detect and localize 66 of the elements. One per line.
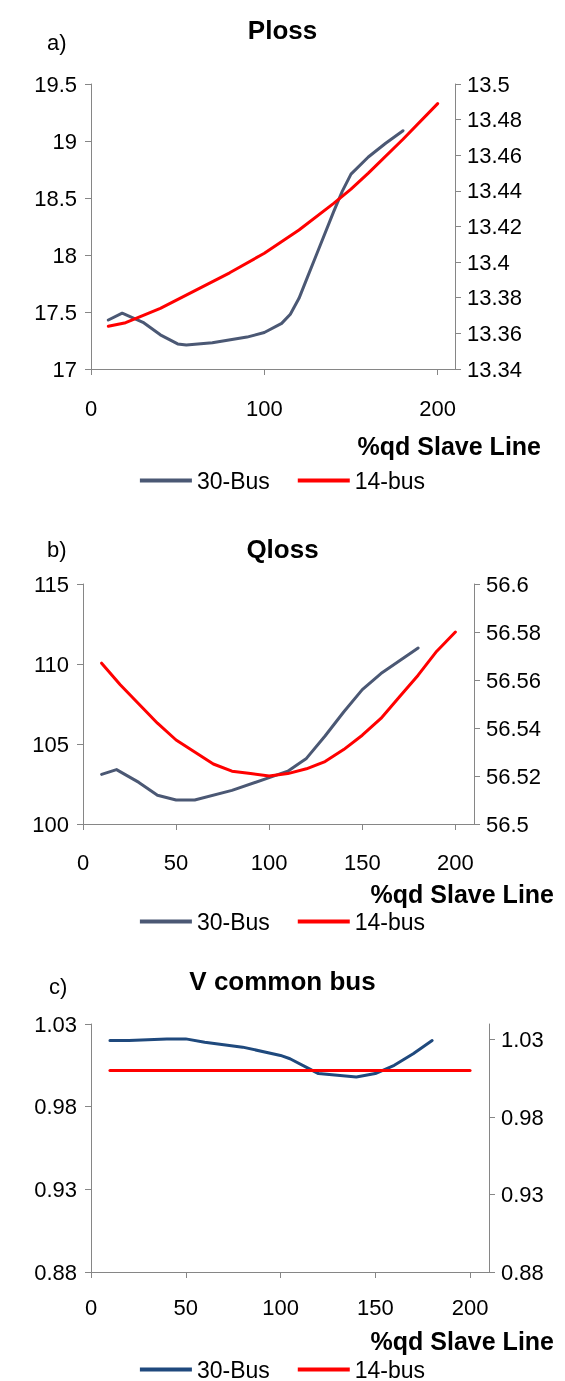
y-tick-label: 105	[32, 731, 69, 757]
x-tick-label: 0	[84, 1294, 98, 1320]
y2-tick-label: 56.54	[486, 715, 542, 741]
x-tick-label: 50	[173, 1294, 198, 1320]
y2-tick-label: 56.56	[486, 667, 542, 693]
y-tick-label: 17	[52, 356, 77, 382]
y2-tick-label: 13.48	[467, 107, 523, 133]
y2-tick-label: 13.42	[467, 214, 523, 239]
y-tick-label: 18.5	[34, 185, 77, 211]
line-series	[106, 102, 440, 328]
chart-title: Ploss	[247, 15, 318, 45]
x-tick-label: 100	[262, 1294, 299, 1320]
y2-tick-label: 13.4	[467, 249, 510, 275]
text: b)	[47, 536, 67, 562]
x-axis-title: %qd Slave Line	[370, 1326, 555, 1355]
x-tick-label: 200	[451, 1294, 489, 1320]
y2-tick-label: 0.88	[501, 1259, 544, 1285]
y-tick-label: 0.88	[34, 1259, 77, 1285]
y-tick-label: 19	[52, 128, 77, 154]
line-series	[106, 129, 405, 347]
y2-tick-label: 13.38	[467, 285, 523, 311]
y2-tick-label: 13.46	[467, 142, 523, 168]
y2-tick-label: 1.03	[501, 1027, 544, 1052]
legend-label: 14-bus	[354, 467, 426, 494]
chart-title: V common bus	[189, 966, 376, 996]
y2-tick-label: 13.36	[467, 320, 523, 346]
y-tick-label: 0.93	[34, 1176, 77, 1202]
y2-tick-label: 13.34	[467, 356, 523, 382]
y-tick-label: 100	[32, 811, 69, 837]
x-tick-label: 100	[250, 849, 288, 875]
x-tick-label: 150	[343, 849, 381, 875]
y-tick-label: 17.5	[34, 299, 77, 325]
x-axis-title: %qd Slave Line	[370, 879, 555, 908]
legend-label: 30-Bus	[196, 1356, 270, 1381]
text: a)	[47, 29, 67, 55]
y2-tick-label: 0.98	[501, 1104, 544, 1130]
y-tick-label: 1.03	[34, 1011, 77, 1037]
text: c)	[49, 973, 68, 999]
line-series	[100, 646, 420, 802]
y2-tick-label: 56.58	[486, 619, 542, 645]
y-tick-label: 0.98	[34, 1094, 77, 1120]
y-tick-label: 19.5	[34, 71, 77, 97]
y-tick-label: 110	[33, 651, 69, 677]
x-tick-label: 0	[76, 849, 90, 875]
y-tick-label: 115	[33, 571, 69, 597]
y-tick-label: 18	[52, 242, 77, 268]
y2-tick-label: 0.93	[501, 1182, 544, 1207]
x-tick-label: 50	[163, 849, 189, 875]
line-series	[100, 630, 457, 778]
x-tick-label: 200	[419, 395, 457, 421]
y2-tick-label: 56.6	[486, 571, 529, 597]
y2-tick-label: 56.52	[486, 763, 542, 789]
x-axis-title: %qd Slave Line	[357, 431, 542, 460]
x-tick-label: 100	[245, 395, 283, 421]
y2-tick-label: 56.5	[486, 811, 529, 837]
y2-tick-label: 13.44	[467, 178, 523, 204]
chart-title: Qloss	[246, 534, 319, 564]
line-series	[108, 1037, 434, 1079]
x-tick-label: 200	[437, 849, 474, 875]
legend-label: 14-bus	[354, 1356, 426, 1381]
legend-label: 30-Bus	[196, 467, 270, 494]
x-tick-label: 150	[356, 1294, 394, 1320]
legend-label: 14-bus	[354, 908, 426, 935]
y2-tick-label: 13.5	[467, 71, 510, 97]
x-tick-label: 0	[84, 395, 98, 421]
legend-label: 30-Bus	[196, 908, 270, 935]
